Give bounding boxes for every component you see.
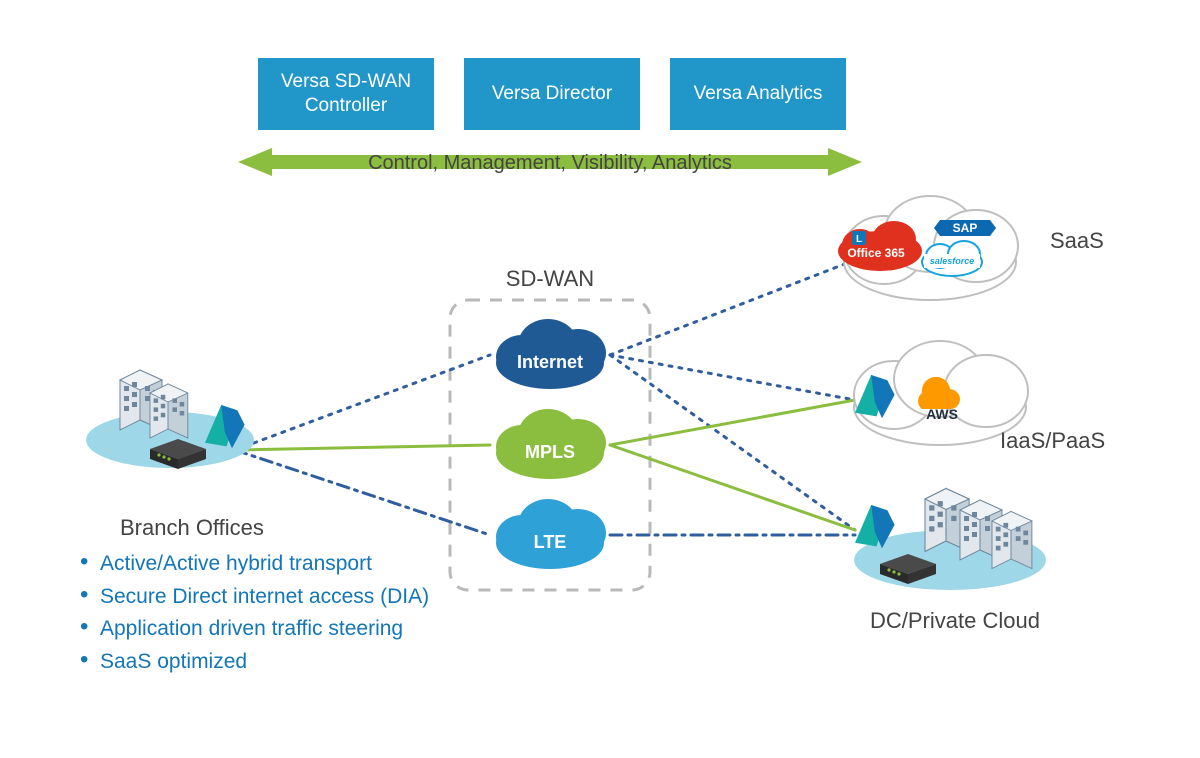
sdwan-title: SD-WAN <box>450 266 650 292</box>
svg-text:AWS: AWS <box>926 406 958 422</box>
svg-text:SAP: SAP <box>953 221 978 235</box>
box-analytics: Versa Analytics <box>670 58 846 130</box>
label-branch: Branch Offices <box>120 515 264 541</box>
cloud-internet-label: Internet <box>490 352 610 373</box>
bullet-item: Application driven traffic steering <box>80 613 429 646</box>
box-controller: Versa SD-WAN Controller <box>258 58 434 130</box>
svg-text:Office 365: Office 365 <box>847 246 905 260</box>
cloud-lte: LTE <box>490 500 610 570</box>
svg-text:L: L <box>856 234 862 245</box>
arrow-label: Control, Management, Visibility, Analyti… <box>238 152 862 175</box>
cloud-lte-label: LTE <box>490 532 610 553</box>
label-saas: SaaS <box>1050 228 1104 254</box>
bullet-item: Secure Direct internet access (DIA) <box>80 581 429 614</box>
label-iaas: IaaS/PaaS <box>1000 428 1105 454</box>
box-director: Versa Director <box>464 58 640 130</box>
cloud-mpls: MPLS <box>490 410 610 480</box>
bullet-item: SaaS optimized <box>80 646 429 679</box>
bullet-item: Active/Active hybrid transport <box>80 548 429 581</box>
cloud-mpls-label: MPLS <box>490 442 610 463</box>
label-dc: DC/Private Cloud <box>870 608 1040 634</box>
cloud-internet: Internet <box>490 320 610 390</box>
svg-text:salesforce: salesforce <box>930 256 975 266</box>
feature-bullets: Active/Active hybrid transport Secure Di… <box>80 548 429 678</box>
